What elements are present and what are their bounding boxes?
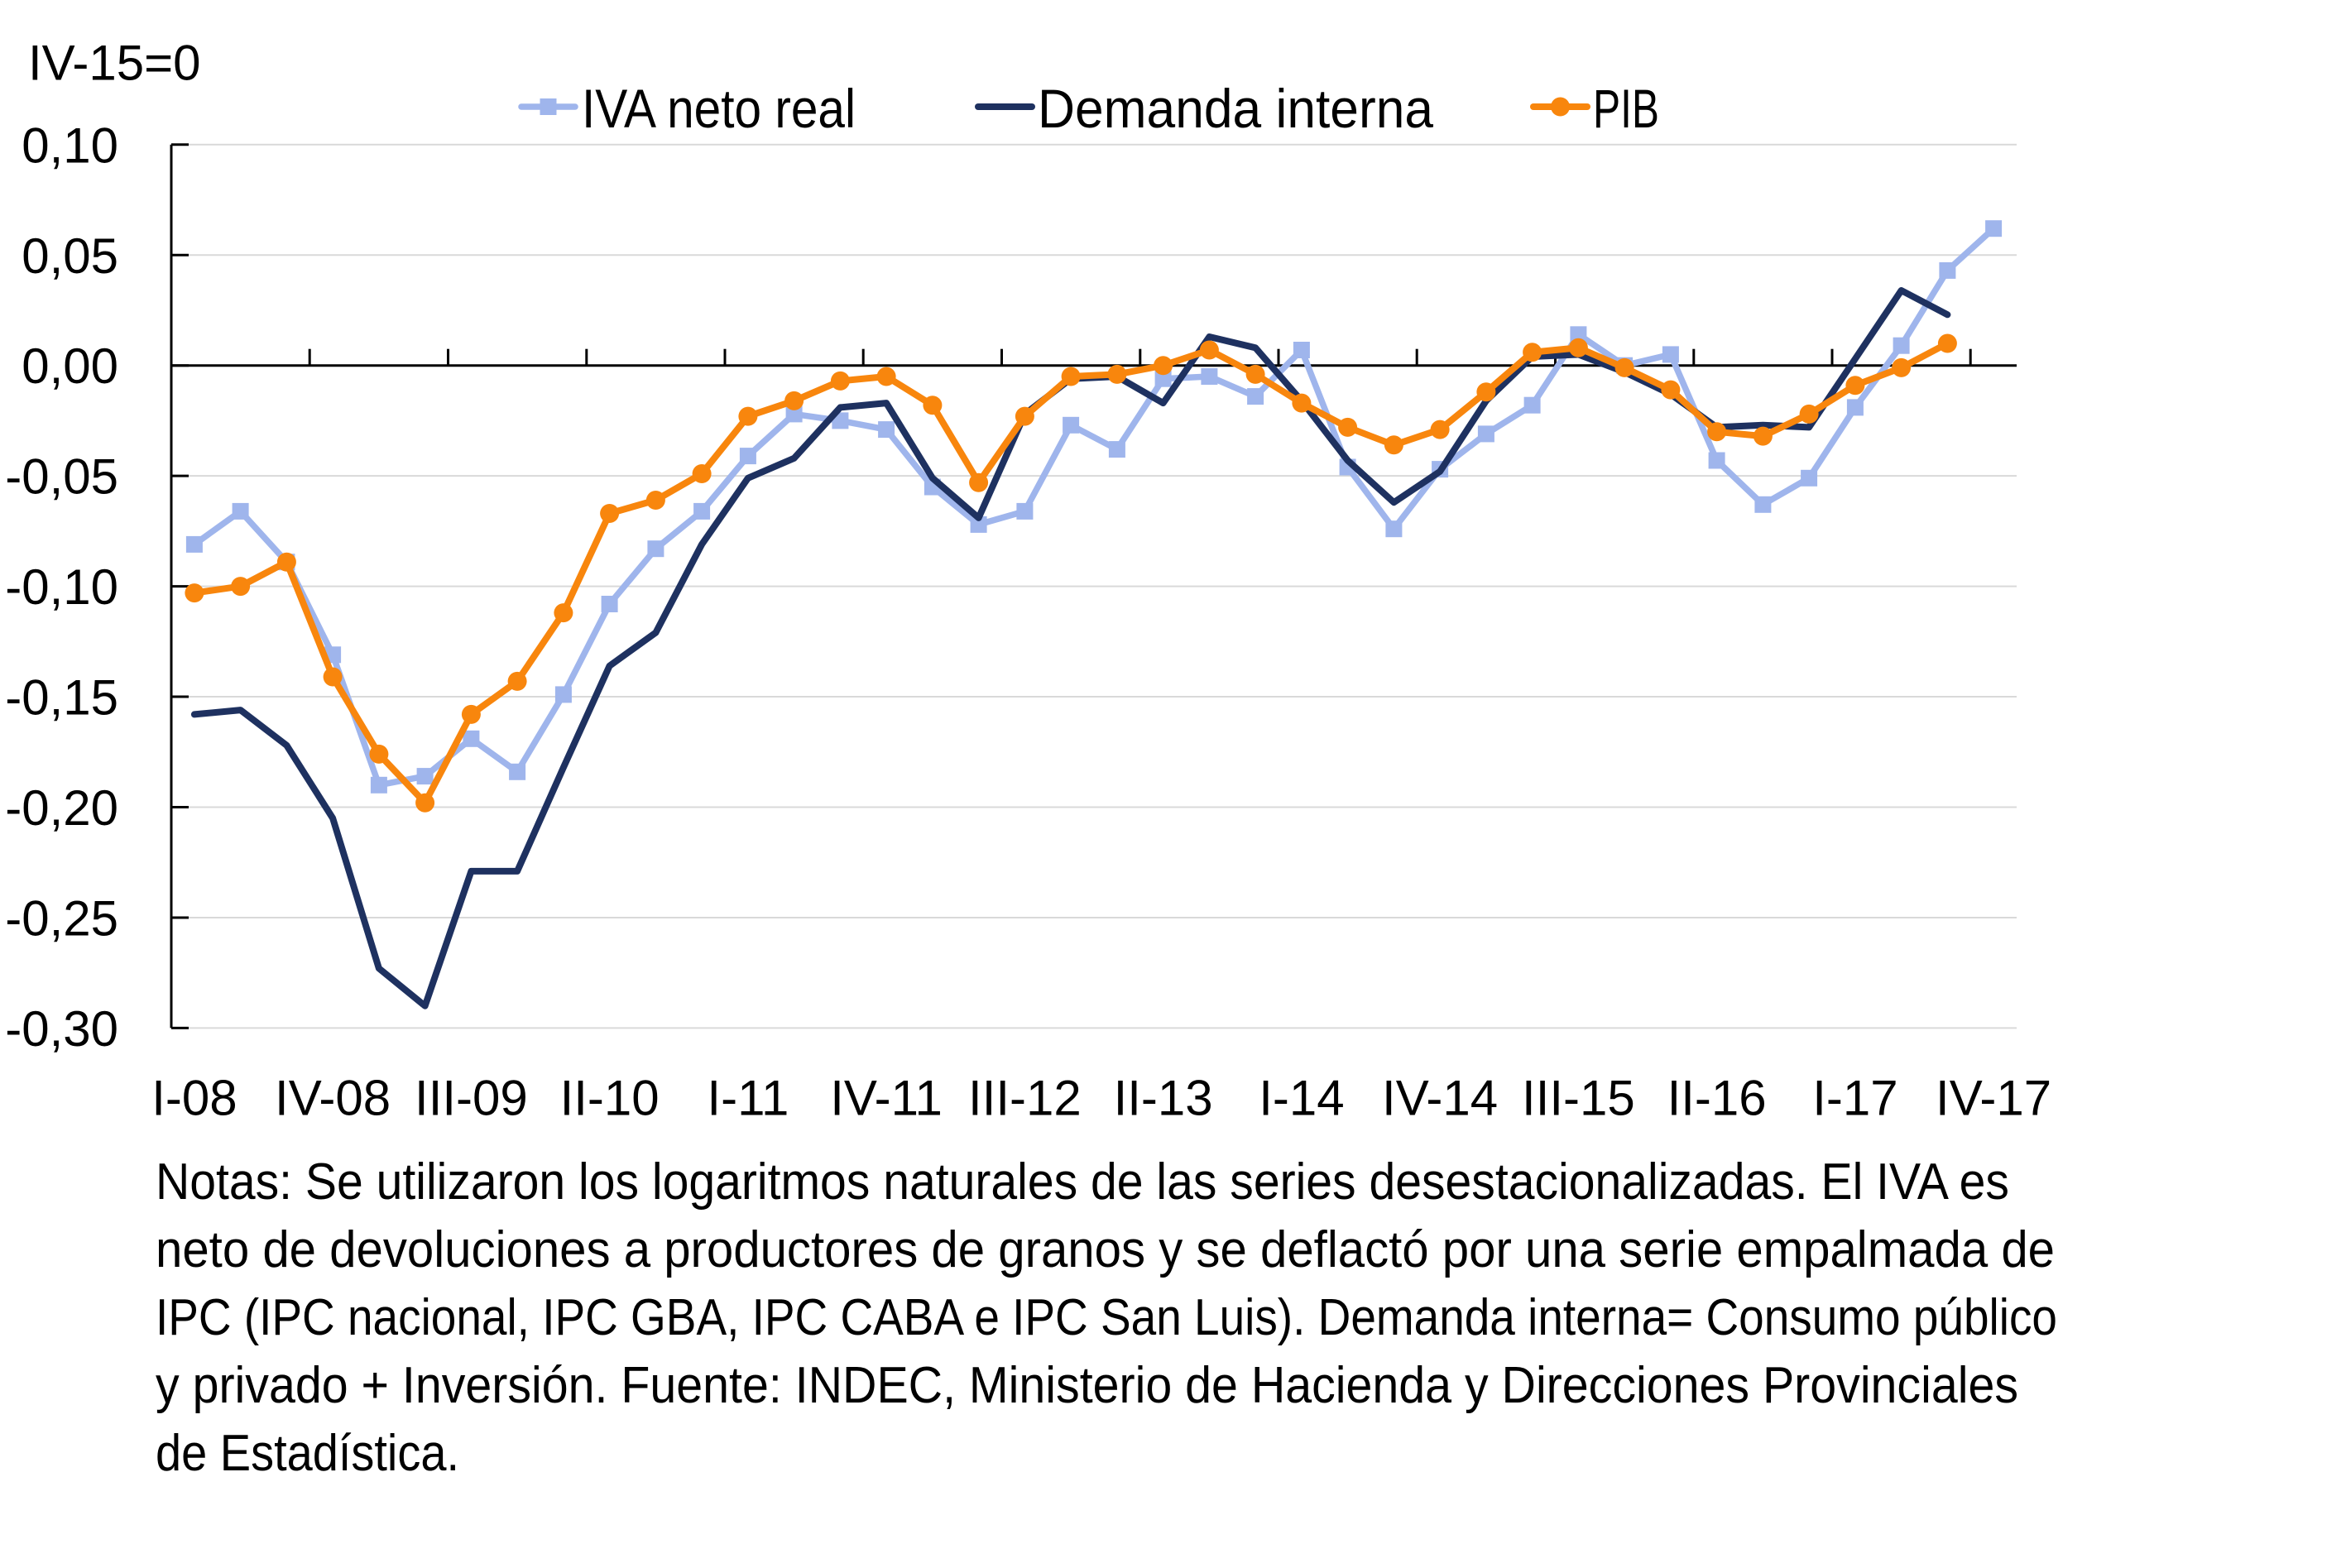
svg-text:0,10: 0,10 [22,117,118,173]
svg-text:-0,05: -0,05 [5,449,118,505]
svg-text:IV-17: IV-17 [1936,1071,2051,1126]
svg-text:IPC (IPC nacional, IPC GBA, IP: IPC (IPC nacional, IPC GBA, IPC CABA e I… [156,1289,2057,1346]
svg-text:I-11: I-11 [707,1071,789,1126]
svg-text:de Estadística.: de Estadística. [156,1425,459,1482]
svg-text:Demanda interna: Demanda interna [1038,78,1433,139]
svg-text:-0,25: -0,25 [5,891,118,947]
svg-text:III-15: III-15 [1522,1071,1635,1126]
svg-text:-0,30: -0,30 [5,1001,118,1057]
svg-text:neto de devoluciones a product: neto de devoluciones a productores de gr… [156,1221,2055,1278]
svg-text:IV-14: IV-14 [1382,1071,1498,1126]
svg-text:IV-15=0: IV-15=0 [28,36,201,91]
svg-text:III-09: III-09 [415,1071,528,1126]
svg-text:-0,15: -0,15 [5,670,118,726]
svg-text:PIB: PIB [1593,78,1659,139]
svg-text:IV-08: IV-08 [275,1071,391,1126]
svg-text:II-10: II-10 [560,1071,660,1126]
svg-text:IV-11: IV-11 [830,1071,943,1126]
svg-text:0,00: 0,00 [22,338,118,394]
svg-text:-0,20: -0,20 [5,780,118,836]
svg-text:I-08: I-08 [151,1071,237,1126]
svg-text:II-13: II-13 [1114,1071,1213,1126]
svg-text:-0,10: -0,10 [5,559,118,615]
svg-text:III-12: III-12 [968,1071,1082,1126]
svg-text:y privado + Inversión. Fuente:: y privado + Inversión. Fuente: INDEC, Mi… [156,1357,2018,1414]
svg-text:I-14: I-14 [1259,1071,1344,1126]
svg-text:0,05: 0,05 [22,228,118,284]
svg-text:Notas: Se utilizaron los logar: Notas: Se utilizaron los logaritmos natu… [156,1153,2009,1211]
svg-text:IVA neto real: IVA neto real [582,78,856,139]
svg-text:I-17: I-17 [1812,1071,1897,1126]
svg-text:II-16: II-16 [1667,1071,1767,1126]
